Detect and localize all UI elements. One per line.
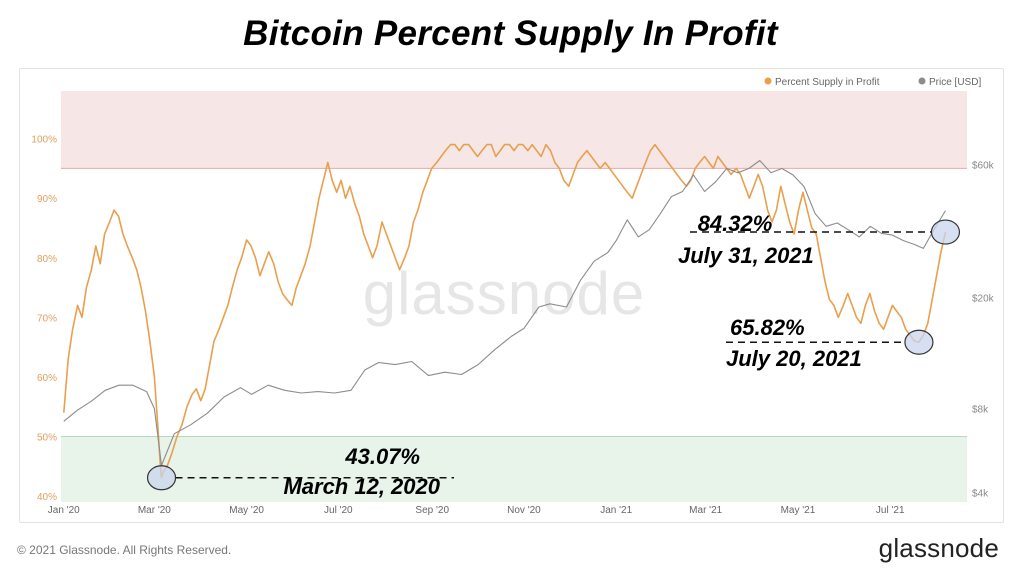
x-tick-label: Sep '20 — [415, 505, 449, 516]
supply-in-profit-line — [63, 143, 947, 479]
y-left-tick-label: 50% — [37, 432, 57, 443]
annotation-date-label: March 12, 2020 — [283, 474, 440, 499]
chart-title: Bitcoin Percent Supply In Profit — [243, 14, 778, 53]
y-left-tick-label: 60% — [37, 373, 57, 384]
x-tick-label: Jul '21 — [876, 505, 905, 516]
x-tick-label: Jan '20 — [48, 505, 80, 516]
x-tick-label: May '20 — [229, 505, 264, 516]
x-tick-label: May '21 — [781, 505, 816, 516]
price-line — [63, 159, 946, 467]
band-capitulation — [61, 436, 967, 502]
annotation-value-label: 65.82% — [730, 315, 805, 340]
y-left-tick-label: 40% — [37, 492, 57, 503]
y-left-tick-label: 70% — [37, 313, 57, 324]
chart-panel: glassnode 40% 50% 60% 70% 80% 90% 100% $4k $8k $20… — [19, 68, 1004, 523]
x-tick-label: Jan '21 — [600, 505, 632, 516]
annotation-marker — [146, 465, 177, 491]
x-tick-label: Nov '20 — [507, 505, 541, 516]
legend-marker — [918, 77, 926, 85]
x-tick-label: Jul '20 — [324, 505, 353, 516]
annotation-value-label: 84.32% — [698, 211, 773, 236]
y-right-tick-label: $4k — [972, 489, 989, 500]
x-tick-label: Mar '20 — [138, 505, 171, 516]
annotation-marker — [930, 219, 961, 245]
legend-label: Price [USD] — [929, 77, 981, 88]
x-tick-label: Mar '21 — [689, 505, 722, 516]
y-left-tick-label: 80% — [37, 254, 57, 265]
y-left-tick-label: 100% — [31, 135, 57, 146]
copyright-text: © 2021 Glassnode. All Rights Reserved. — [17, 543, 232, 557]
annotation-date-label: July 31, 2021 — [678, 243, 814, 268]
y-right-tick-label: $60k — [972, 160, 995, 171]
legend-label: Percent Supply in Profit — [775, 77, 880, 88]
brand-logo: glassnode — [878, 533, 999, 563]
annotation-value-label: 43.07% — [344, 444, 420, 469]
y-right-tick-label: $20k — [972, 294, 995, 305]
annotation-date-label: July 20, 2021 — [726, 346, 862, 371]
band-overheated — [61, 91, 967, 169]
watermark: glassnode — [363, 260, 646, 327]
chart-svg: glassnode 40% 50% 60% 70% 80% 90% 100% $4k $8k $20… — [31, 77, 995, 516]
legend-marker — [764, 77, 772, 85]
y-left-tick-label: 90% — [37, 194, 57, 205]
y-right-tick-label: $8k — [972, 405, 989, 416]
annotation-marker — [904, 329, 934, 355]
